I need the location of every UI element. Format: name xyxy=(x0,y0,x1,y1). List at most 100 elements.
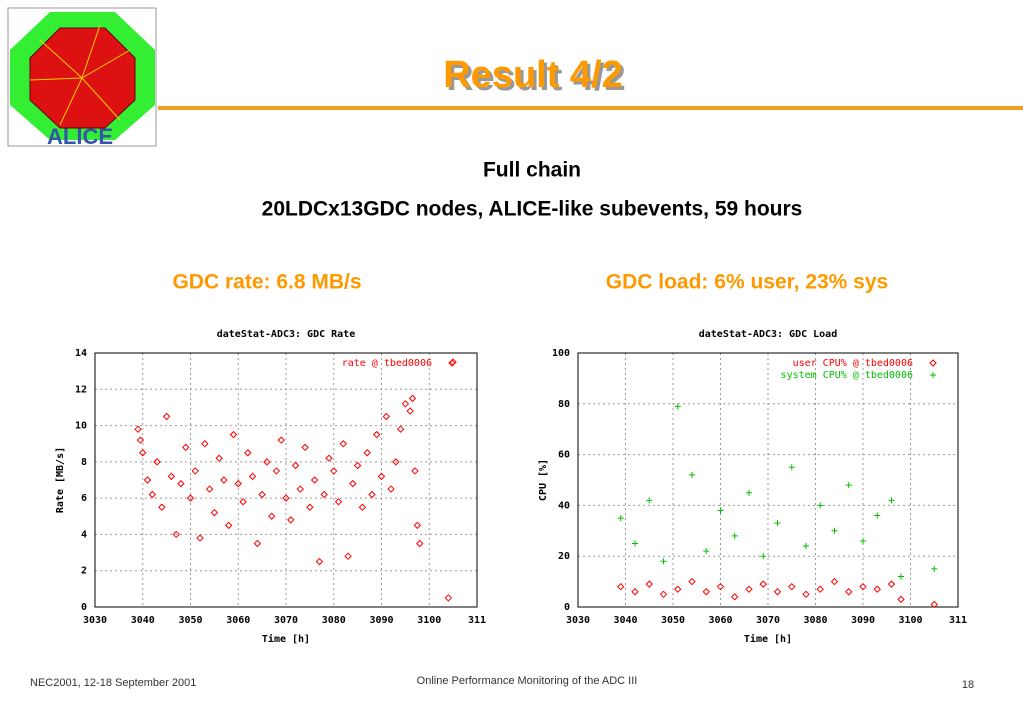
point xyxy=(368,490,376,499)
point xyxy=(731,532,738,539)
y-tick-label: 80 xyxy=(558,399,570,410)
x-tick-label: 3050 xyxy=(661,615,685,626)
point xyxy=(349,479,357,488)
point xyxy=(330,467,338,475)
point xyxy=(210,508,219,517)
x-tick-label: 3070 xyxy=(274,615,298,626)
point xyxy=(411,467,419,475)
subtitle: Full chain xyxy=(483,159,581,182)
point xyxy=(201,440,209,448)
point xyxy=(325,454,333,462)
point xyxy=(177,479,185,488)
point xyxy=(774,520,781,527)
y-tick-label: 12 xyxy=(75,384,87,395)
x-tick-label: 3070 xyxy=(756,615,780,626)
plot-frame xyxy=(94,352,478,608)
y-tick-label: 0 xyxy=(564,602,570,613)
point xyxy=(659,590,668,599)
point xyxy=(617,582,625,591)
point xyxy=(689,471,695,478)
point xyxy=(660,558,667,565)
x-tick-label: 3040 xyxy=(131,615,155,626)
x-tick-label: 3090 xyxy=(851,615,875,626)
point xyxy=(143,476,152,484)
point xyxy=(139,449,147,457)
point xyxy=(339,440,348,448)
point xyxy=(716,582,725,591)
legend-label: system CPU% @ tbed0006 xyxy=(781,370,913,381)
point xyxy=(731,593,739,601)
point xyxy=(444,594,453,602)
point xyxy=(153,458,161,466)
plot-frame xyxy=(577,352,959,608)
point xyxy=(929,359,937,367)
point xyxy=(244,449,252,457)
logo-text: ALICE xyxy=(47,124,113,149)
point xyxy=(930,372,936,378)
legend-label: user CPU% @ tbed0006 xyxy=(793,358,913,369)
point xyxy=(408,394,417,403)
point xyxy=(229,430,238,439)
point xyxy=(816,585,824,593)
point xyxy=(263,458,271,466)
point xyxy=(353,461,362,470)
point xyxy=(272,467,281,475)
point xyxy=(186,494,195,502)
x-tick-label: 3030 xyxy=(566,615,590,626)
x-tick-label: 3050 xyxy=(178,615,202,626)
point xyxy=(897,595,905,604)
y-axis-label: Rate [MB/s] xyxy=(55,447,66,513)
point xyxy=(296,485,305,493)
point xyxy=(617,515,624,522)
x-tick-label: 3060 xyxy=(708,615,732,626)
y-tick-label: 4 xyxy=(81,529,87,540)
point xyxy=(415,539,424,548)
point xyxy=(148,490,157,499)
footer: NEC2001, 12-18 September 2001 xyxy=(30,677,196,689)
point xyxy=(158,503,166,511)
point xyxy=(717,507,724,514)
point xyxy=(873,585,881,593)
point xyxy=(215,454,223,462)
point xyxy=(931,565,938,572)
point xyxy=(874,512,881,519)
point xyxy=(746,489,752,496)
point xyxy=(315,557,324,566)
point xyxy=(745,585,753,593)
point xyxy=(344,552,352,560)
chart-title: dateStat-ADC3: GDC Rate xyxy=(217,329,355,340)
point xyxy=(845,482,852,489)
point xyxy=(817,502,824,509)
point xyxy=(320,490,328,499)
point xyxy=(220,476,228,484)
point xyxy=(277,436,285,444)
x-tick-label: 3090 xyxy=(369,615,393,626)
y-tick-label: 20 xyxy=(558,551,570,562)
point xyxy=(258,490,266,499)
point xyxy=(674,585,682,593)
point xyxy=(688,577,696,586)
y-tick-label: 100 xyxy=(552,348,570,359)
point xyxy=(632,540,638,547)
point xyxy=(310,476,319,484)
x-tick-label: 3100 xyxy=(417,615,441,626)
point xyxy=(930,600,938,609)
point xyxy=(831,527,838,534)
x-axis-label: Time [h] xyxy=(262,633,310,645)
point xyxy=(898,573,904,580)
point xyxy=(413,521,422,530)
legend-label: rate @ tbed0006 xyxy=(342,358,432,369)
point xyxy=(802,590,810,599)
point xyxy=(760,553,767,560)
point xyxy=(373,430,381,439)
point xyxy=(182,443,190,452)
point xyxy=(291,461,300,470)
point xyxy=(267,512,276,520)
point xyxy=(134,425,142,433)
title-shadow: Result 4/2 xyxy=(446,57,626,99)
point xyxy=(788,582,796,591)
point xyxy=(162,412,171,421)
y-tick-label: 0 xyxy=(81,602,87,613)
point xyxy=(759,580,767,588)
